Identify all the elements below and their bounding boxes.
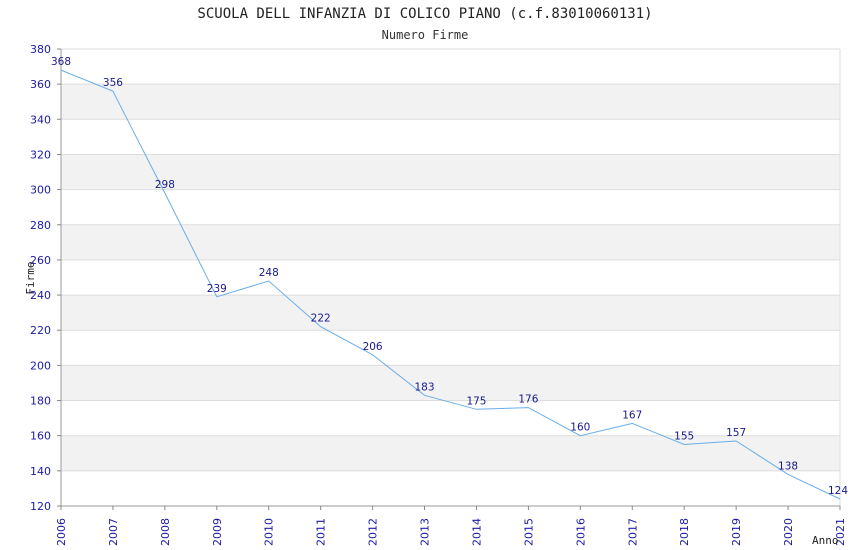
data-label: 175 — [466, 395, 486, 407]
y-tick-label: 280 — [30, 219, 51, 232]
x-tick-label: 2007 — [107, 518, 120, 546]
data-label: 138 — [778, 460, 798, 472]
data-label: 206 — [363, 341, 383, 353]
grid-bands — [61, 84, 840, 471]
x-tick-label: 2011 — [315, 518, 328, 546]
y-tick-label: 380 — [30, 43, 51, 56]
data-label: 248 — [259, 267, 279, 279]
x-tick-label: 2012 — [367, 518, 380, 546]
series-line — [60, 69, 841, 500]
x-tick-label: 2020 — [782, 518, 795, 546]
y-tick-label: 300 — [30, 184, 51, 197]
data-label: 157 — [726, 427, 746, 439]
data-label: 239 — [207, 283, 227, 295]
x-axis-ticks: 2006 2007 2008 2009 2010 2011 2012 2013 2014 2015… — [55, 506, 847, 546]
y-tick-label: 320 — [30, 148, 51, 161]
data-label: 298 — [155, 179, 175, 191]
x-tick-label: 2017 — [626, 518, 639, 546]
grid-band — [61, 224, 840, 260]
data-labels: 368 356 298 239 248 222 206 183 175 176 160 167 155 1… — [51, 56, 848, 497]
data-label: 356 — [103, 77, 123, 89]
x-tick-label: 2016 — [574, 518, 587, 546]
x-tick-label: 2009 — [211, 518, 224, 546]
axes — [60, 49, 840, 507]
grid-band — [61, 365, 840, 401]
data-label: 176 — [518, 394, 538, 406]
grid-band — [61, 154, 840, 190]
y-tick-label: 180 — [30, 395, 51, 408]
x-tick-label: 2018 — [678, 518, 691, 546]
grid-band — [61, 295, 840, 331]
y-tick-label: 120 — [30, 500, 51, 513]
x-tick-label: 2013 — [419, 518, 432, 546]
x-tick-label: 2019 — [730, 518, 743, 546]
data-label: 368 — [51, 56, 71, 68]
y-tick-label: 160 — [30, 430, 51, 443]
data-label: 183 — [415, 381, 435, 393]
x-axis-label: Anno — [812, 534, 839, 547]
y-tick-label: 340 — [30, 113, 51, 126]
grid-band — [61, 84, 840, 120]
data-label: 155 — [674, 430, 694, 442]
y-tick-label: 360 — [30, 78, 51, 91]
y-tick-label: 220 — [30, 324, 51, 337]
data-label: 167 — [622, 409, 642, 421]
data-label: 124 — [828, 485, 848, 497]
grid-band — [61, 435, 840, 471]
x-tick-label: 2008 — [159, 518, 172, 546]
x-tick-label: 2015 — [522, 518, 535, 546]
x-tick-label: 2021 — [834, 518, 847, 546]
x-tick-label: 2006 — [55, 518, 68, 546]
data-label: 160 — [570, 422, 590, 434]
y-tick-label: 240 — [30, 289, 51, 302]
series — [60, 69, 841, 500]
y-axis-label: Firme — [24, 261, 37, 294]
y-tick-label: 140 — [30, 465, 51, 478]
x-tick-label: 2014 — [470, 518, 483, 546]
y-tick-label: 200 — [30, 359, 51, 372]
grid-lines — [61, 48, 841, 507]
y-axis-ticks: 120 140 160 180 200 220 240 260 280 300 320 340 360 3… — [30, 43, 61, 513]
chart-subtitle: Numero Firme — [381, 28, 469, 42]
chart-title: SCUOLA DELL INFANZIA DI COLICO PIANO (c.… — [197, 6, 653, 22]
y-tick-label: 260 — [30, 254, 51, 267]
x-tick-label: 2010 — [263, 518, 276, 546]
data-label: 222 — [311, 313, 331, 325]
